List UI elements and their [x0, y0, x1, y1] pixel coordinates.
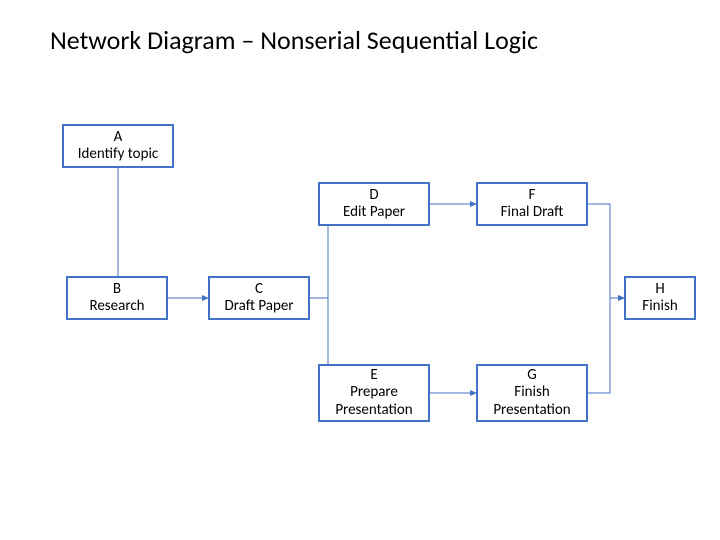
node-b: BResearch [66, 276, 168, 320]
node-e: EPreparePresentation [318, 364, 430, 422]
node-h-line2: Finish [642, 298, 677, 315]
node-f: FFinal Draft [476, 182, 588, 226]
node-e-line1: E [370, 367, 377, 384]
node-d: DEdit Paper [318, 182, 430, 226]
node-h-line1: H [655, 281, 664, 298]
page-title: Network Diagram – Nonserial Sequential L… [50, 24, 538, 56]
node-g-line2: Finish [514, 384, 549, 401]
node-c-line2: Draft Paper [224, 298, 293, 315]
node-b-line2: Research [89, 298, 144, 315]
node-d-line2: Edit Paper [343, 204, 405, 221]
node-h: HFinish [624, 276, 696, 320]
node-g: GFinishPresentation [476, 364, 588, 422]
node-a-line2: Identify topic [78, 146, 159, 163]
edge-f-h [588, 204, 624, 298]
edge-g-h [588, 298, 624, 393]
edges-layer [0, 0, 720, 540]
node-c-line1: C [255, 281, 263, 298]
node-b-line1: B [113, 281, 121, 298]
node-a: AIdentify topic [62, 124, 174, 168]
node-g-line1: G [527, 367, 536, 384]
node-f-line1: F [529, 187, 536, 204]
node-c: CDraft Paper [208, 276, 310, 320]
node-g-line3: Presentation [493, 402, 570, 419]
node-e-line2: Prepare [350, 384, 398, 401]
node-a-line1: A [114, 129, 123, 146]
node-d-line1: D [369, 187, 378, 204]
node-f-line2: Final Draft [501, 204, 564, 221]
node-e-line3: Presentation [335, 402, 412, 419]
